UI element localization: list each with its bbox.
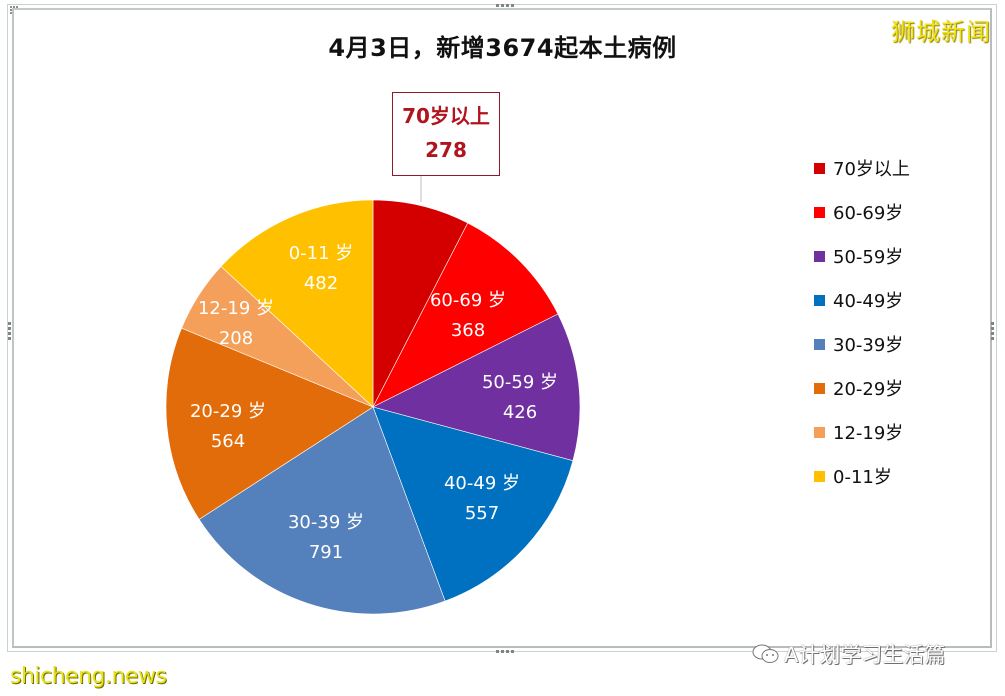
legend-item-70-plus: 70岁以上	[814, 146, 910, 190]
slice-label-0-11: 0-11 岁 482	[288, 243, 354, 294]
resize-handle-top[interactable]	[496, 4, 514, 7]
legend-swatch	[814, 338, 825, 350]
slice-label-30-39: 30-39 岁 791	[287, 512, 365, 563]
legend-swatch	[814, 294, 825, 306]
resize-handle-bottom[interactable]	[496, 650, 514, 653]
legend-swatch	[814, 206, 825, 218]
pie-slice-1[interactable]	[372, 222, 559, 408]
callout-label: 70岁以上	[402, 104, 490, 128]
slice-label-12-19: 12-19 岁 208	[197, 298, 275, 349]
legend-swatch	[814, 162, 825, 174]
slice-label-40-49: 40-49 岁 557	[443, 473, 521, 524]
legend-item-12-19: 12-19岁	[814, 410, 910, 454]
legend-swatch	[814, 382, 825, 394]
pie-slice-5[interactable]	[165, 327, 374, 520]
watermark-wechat-account: A计划学习生活篇	[752, 639, 945, 669]
resize-handle-left[interactable]	[8, 322, 11, 340]
chart-legend: 70岁以上 60-69岁 50-59岁 40-49岁 30-39岁 20-29岁…	[814, 146, 910, 498]
legend-swatch	[814, 470, 825, 482]
watermark-shicheng-cn: 狮城新闻	[891, 18, 991, 46]
pie-slice-3[interactable]	[372, 406, 574, 602]
watermark-shicheng-news: shicheng.news	[10, 664, 167, 689]
legend-item-0-11: 0-11岁	[814, 454, 910, 498]
chart-title: 4月3日，新增3674起本土病例	[328, 34, 677, 62]
wechat-icon	[752, 644, 779, 663]
legend-item-40-49: 40-49岁	[814, 278, 910, 322]
callout-value: 278	[425, 138, 467, 162]
legend-swatch	[814, 250, 825, 262]
pie-slice-4[interactable]	[198, 406, 446, 615]
legend-item-60-69: 60-69岁	[814, 190, 910, 234]
legend-swatch	[814, 426, 825, 438]
legend-item-50-59: 50-59岁	[814, 234, 910, 278]
slice-label-20-29: 20-29 岁 564	[189, 401, 267, 452]
pie-slice-2[interactable]	[372, 313, 581, 462]
resize-handle-right[interactable]	[991, 322, 994, 340]
legend-item-30-39: 30-39岁	[814, 322, 910, 366]
resize-handle-top-left[interactable]	[10, 6, 18, 14]
slice-label-50-59: 50-59 岁 426	[481, 372, 559, 423]
slice-label-60-69: 60-69 岁 368	[429, 290, 507, 341]
callout-70-plus: 70岁以上 278	[392, 92, 500, 176]
legend-item-20-29: 20-29岁	[814, 366, 910, 410]
pie-slice-0[interactable]	[372, 199, 469, 408]
pie-slice-7[interactable]	[220, 199, 374, 408]
